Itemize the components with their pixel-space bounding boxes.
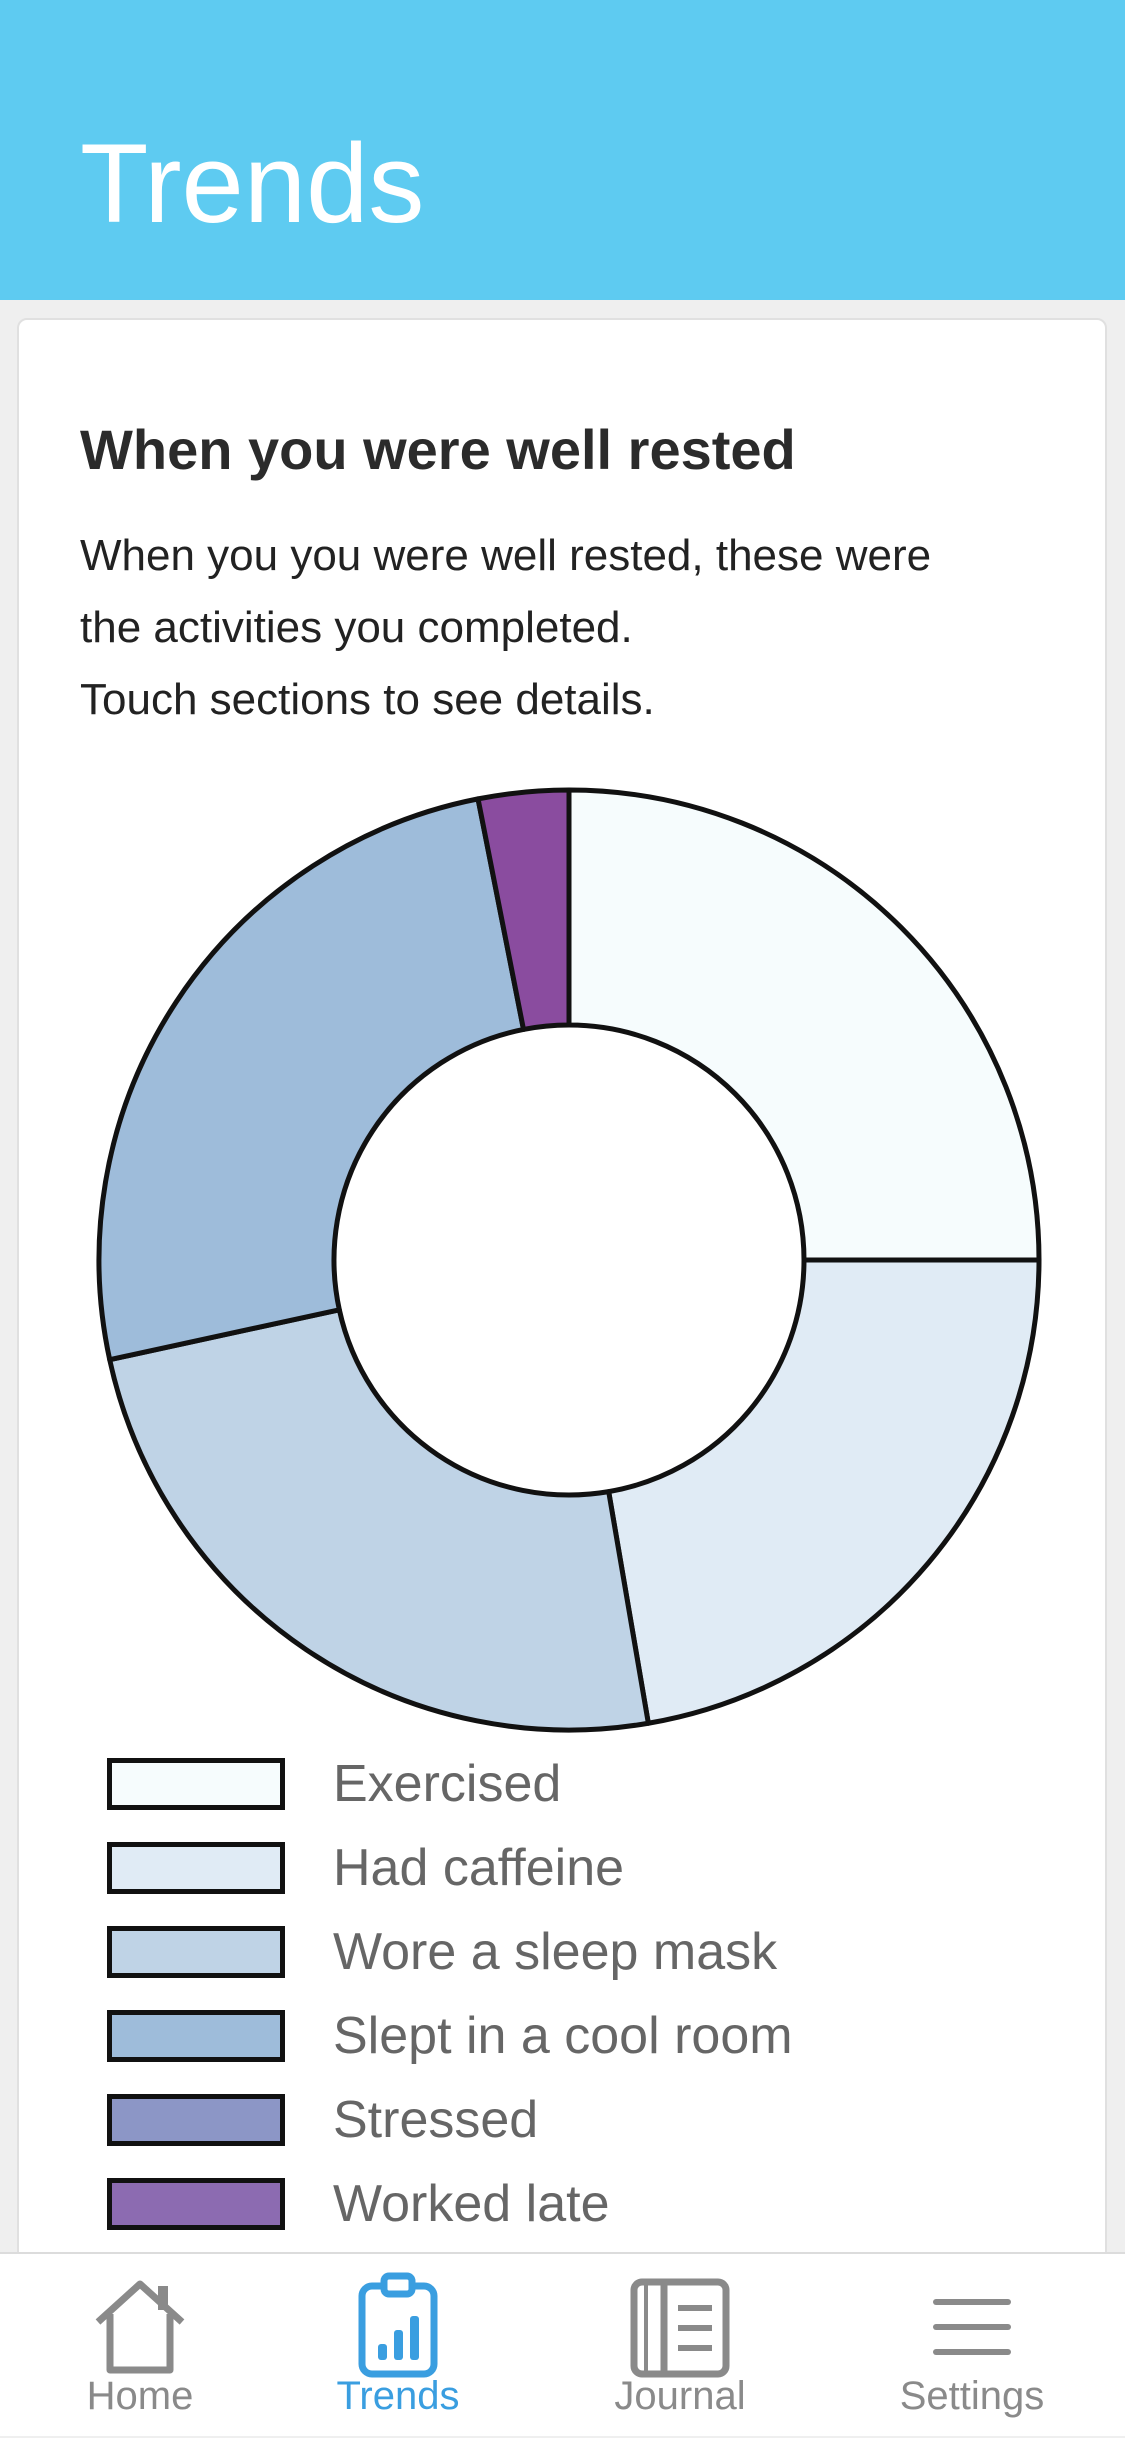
tab-trends[interactable]: Trends: [258, 2254, 538, 2438]
donut-slice-had-caffeine[interactable]: [606, 1257, 1042, 1726]
legend-item[interactable]: Stressed: [107, 2086, 907, 2170]
journal-icon: [630, 2278, 730, 2378]
legend-swatch: [107, 1926, 285, 1978]
description-line: When you you were well rested, these wer…: [80, 531, 932, 580]
legend-item[interactable]: Had caffeine: [107, 1834, 907, 1918]
legend-item[interactable]: Wore a sleep mask: [107, 1918, 907, 2002]
donut-slice-slept-in-a-cool-room[interactable]: [96, 796, 527, 1363]
legend-label: Wore a sleep mask: [333, 1923, 778, 1981]
tab-bar: Home Trends Journal Settings: [0, 2252, 1125, 2436]
settings-icon: [933, 2299, 1011, 2355]
legend-label: Slept in a cool room: [333, 2007, 793, 2065]
card-description: When you you were well rested, these wer…: [80, 520, 1060, 736]
tab-label: Trends: [336, 2374, 460, 2418]
page-title: Trends: [80, 121, 425, 246]
donut-slice-wore-a-sleep-mask[interactable]: [107, 1307, 651, 1733]
legend-label: Had caffeine: [333, 1839, 625, 1897]
legend-swatch: [107, 1758, 285, 1810]
legend-label: Worked late: [333, 2175, 610, 2233]
legend-item[interactable]: Worked late: [107, 2170, 907, 2254]
legend-swatch: [107, 2094, 285, 2146]
legend-label: Stressed: [333, 2091, 539, 2149]
legend-label: Exercised: [333, 1755, 562, 1813]
donut-slice-worked-late[interactable]: [475, 787, 572, 1032]
donut-chart[interactable]: [89, 780, 1049, 1740]
legend-item[interactable]: Exercised: [107, 1750, 907, 1834]
description-line: Touch sections to see details.: [80, 675, 655, 724]
tab-label: Settings: [899, 2374, 1045, 2418]
chart-legend: Exercised Had caffeine Wore a sleep mask…: [107, 1750, 907, 2254]
trends-icon: [358, 2272, 438, 2378]
card-title: When you were well rested: [80, 418, 796, 481]
home-icon: [95, 2280, 185, 2374]
legend-swatch: [107, 2178, 285, 2230]
trend-card: When you were well rested When you you w…: [17, 318, 1107, 2278]
legend-item[interactable]: Slept in a cool room: [107, 2002, 907, 2086]
tab-label: Journal: [614, 2374, 746, 2418]
tab-journal[interactable]: Journal: [540, 2254, 820, 2438]
tab-settings[interactable]: Settings: [832, 2254, 1112, 2438]
header: Trends: [0, 0, 1125, 300]
tab-label: Home: [86, 2374, 194, 2418]
description-line: the activities you completed.: [80, 603, 633, 652]
legend-swatch: [107, 1842, 285, 1894]
tab-home[interactable]: Home: [0, 2254, 280, 2438]
donut-slice-exercised[interactable]: [566, 787, 1042, 1263]
legend-swatch: [107, 2010, 285, 2062]
